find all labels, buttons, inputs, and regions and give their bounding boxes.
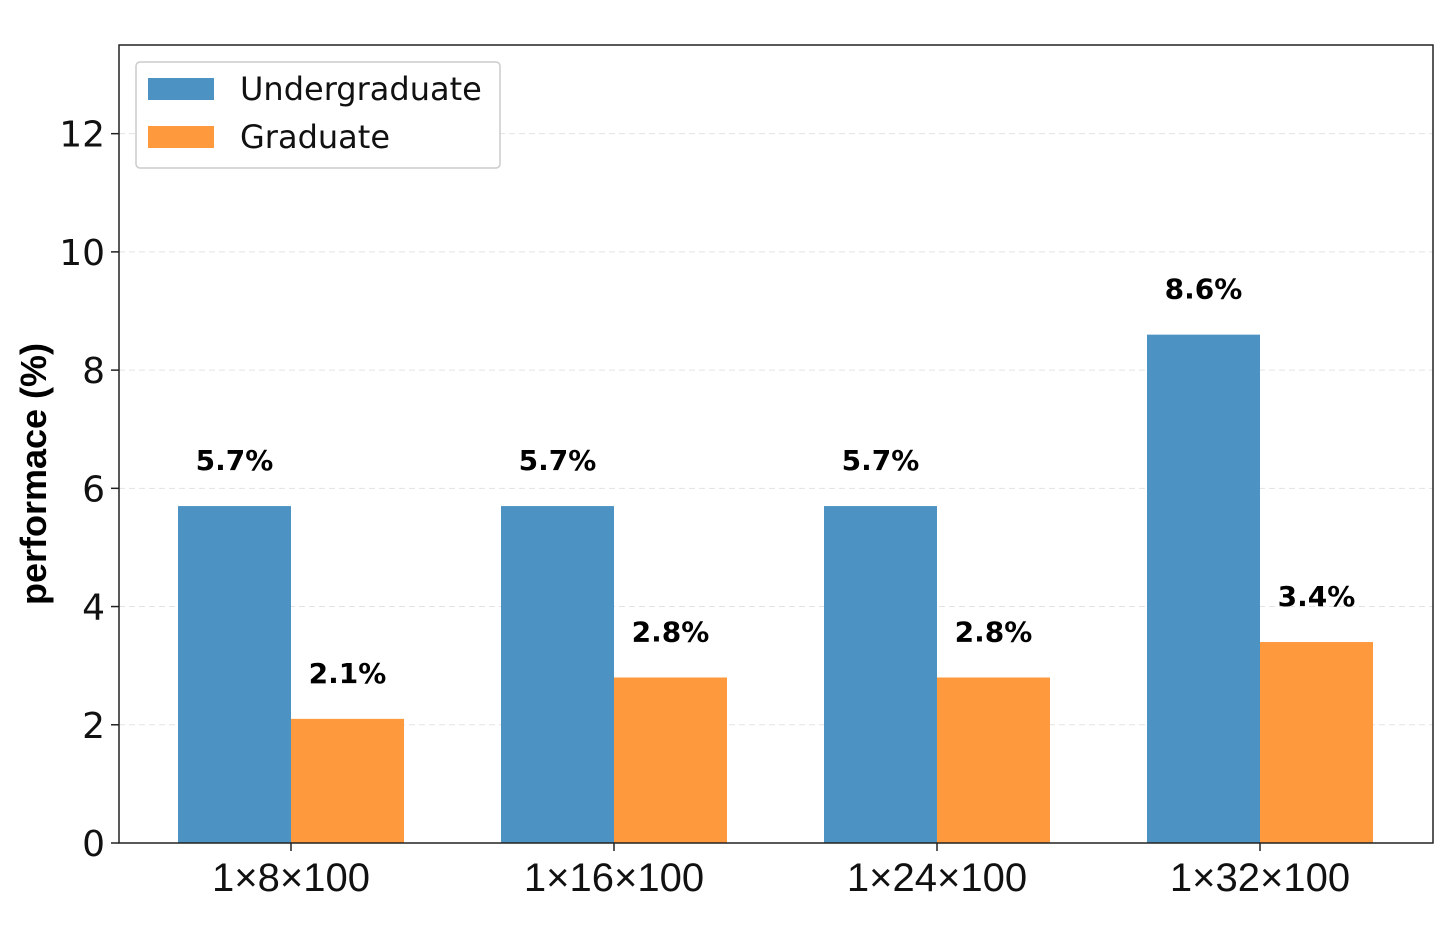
bar-undergraduate xyxy=(178,506,291,843)
data-labels: 5.7% 2.1% 5.7% 2.8% 5.7% 2.8% 8.6% 3.4% xyxy=(196,273,1356,690)
data-label: 5.7% xyxy=(842,444,920,477)
y-tick-label: 4 xyxy=(82,588,105,629)
data-label: 2.8% xyxy=(955,615,1033,648)
legend-label: Undergraduate xyxy=(240,70,482,108)
bar-graduate xyxy=(614,677,727,843)
y-tick-label: 8 xyxy=(82,351,105,392)
legend-label: Graduate xyxy=(240,118,390,156)
x-tick-label: 1×16×100 xyxy=(524,856,704,900)
legend-swatch xyxy=(148,126,214,148)
bar-undergraduate xyxy=(1147,334,1260,843)
bar-undergraduate xyxy=(824,506,937,843)
data-label: 2.8% xyxy=(632,615,710,648)
x-tick-label: 1×24×100 xyxy=(847,856,1027,900)
x-tick-label: 1×32×100 xyxy=(1170,856,1350,900)
bars xyxy=(178,334,1373,843)
y-tick-label: 6 xyxy=(82,469,105,510)
y-axis-ticks: 0 2 4 6 8 10 12 xyxy=(59,115,119,865)
data-label: 8.6% xyxy=(1165,273,1243,306)
y-tick-label: 2 xyxy=(82,706,105,747)
bar-graduate xyxy=(291,718,404,843)
bar-graduate xyxy=(1260,642,1373,843)
plot-frame xyxy=(118,44,1434,844)
x-tick-label: 1×8×100 xyxy=(212,856,370,900)
y-tick-label: 12 xyxy=(59,115,105,156)
y-axis-label: performace (%) xyxy=(13,343,54,605)
data-label: 5.7% xyxy=(196,444,274,477)
data-label: 5.7% xyxy=(519,444,597,477)
y-tick-label: 10 xyxy=(59,233,105,274)
legend: Undergraduate Graduate xyxy=(135,61,501,169)
legend-box xyxy=(135,61,501,169)
legend-swatch xyxy=(148,78,214,100)
bar-undergraduate xyxy=(501,506,614,843)
data-label: 3.4% xyxy=(1278,580,1356,613)
data-label: 2.1% xyxy=(309,657,387,690)
bar-graduate xyxy=(937,677,1050,843)
y-tick-label: 0 xyxy=(82,824,105,865)
x-axis-ticks: 1×8×100 1×16×100 1×24×100 1×32×100 xyxy=(212,843,1350,900)
